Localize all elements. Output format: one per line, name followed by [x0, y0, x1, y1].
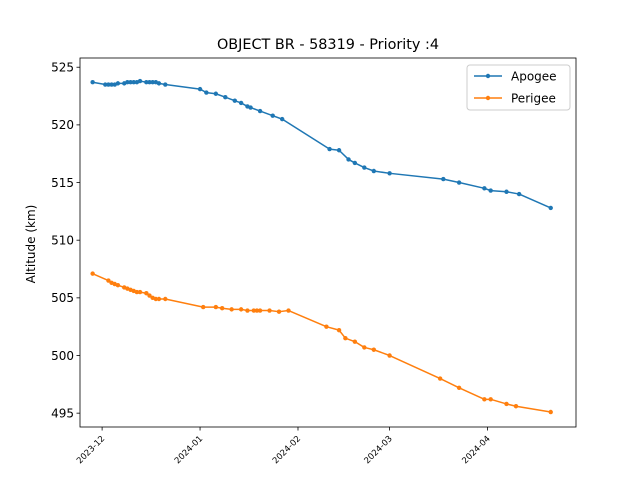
data-point-apogee-31 — [346, 157, 351, 162]
data-point-apogee-21 — [223, 95, 228, 100]
data-point-apogee-17 — [163, 82, 168, 87]
y-tick-label: 510 — [51, 233, 74, 247]
data-point-perigee-0 — [90, 271, 95, 276]
data-point-perigee-1 — [106, 278, 111, 283]
chart-title: OBJECT BR - 58319 - Priority :4 — [217, 37, 439, 53]
y-tick-label: 520 — [51, 118, 74, 132]
legend-label-perigee: Perigee — [511, 91, 556, 105]
data-point-perigee-34 — [371, 347, 377, 352]
data-point-apogee-19 — [204, 90, 209, 95]
data-point-perigee-19 — [219, 306, 225, 311]
data-point-apogee-26 — [257, 108, 263, 114]
data-point-perigee-27 — [276, 309, 282, 314]
data-point-perigee-30 — [336, 327, 342, 333]
data-point-apogee-18 — [197, 86, 203, 92]
data-point-perigee-37 — [456, 385, 462, 390]
data-point-perigee-12 — [147, 293, 152, 298]
data-point-perigee-40 — [504, 401, 509, 407]
data-point-perigee-31 — [343, 336, 348, 341]
data-point-perigee-14 — [153, 296, 159, 302]
y-tick-label: 515 — [51, 176, 74, 190]
y-tick-label: 495 — [51, 406, 74, 420]
data-point-perigee-18 — [213, 304, 219, 310]
data-point-perigee-15 — [156, 296, 162, 302]
data-point-apogee-30 — [336, 148, 342, 153]
data-point-apogee-1 — [103, 82, 108, 87]
data-point-perigee-42 — [548, 409, 553, 415]
data-point-apogee-16 — [156, 81, 162, 86]
legend-marker-perigee — [485, 95, 491, 101]
data-point-apogee-36 — [441, 176, 446, 182]
data-point-apogee-12 — [144, 80, 149, 85]
data-point-apogee-23 — [238, 100, 244, 106]
data-point-perigee-36 — [437, 376, 443, 381]
legend: Apogee Perigee — [466, 64, 571, 111]
data-point-perigee-20 — [229, 307, 234, 312]
data-point-apogee-41 — [516, 191, 522, 197]
data-point-apogee-37 — [456, 180, 462, 185]
data-point-apogee-38 — [482, 186, 487, 191]
data-point-apogee-35 — [387, 171, 392, 176]
y-tick-label: 500 — [51, 349, 74, 363]
data-point-apogee-7 — [125, 80, 130, 85]
data-point-apogee-22 — [232, 98, 237, 103]
data-point-apogee-34 — [371, 168, 377, 174]
data-point-apogee-29 — [327, 146, 332, 152]
data-point-perigee-32 — [352, 339, 358, 344]
data-point-perigee-33 — [362, 345, 367, 350]
data-point-apogee-20 — [213, 91, 219, 96]
y-tick-label: 505 — [51, 291, 74, 305]
data-point-apogee-32 — [352, 160, 358, 166]
data-point-apogee-0 — [90, 80, 95, 85]
data-point-apogee-8 — [128, 80, 133, 85]
data-point-apogee-14 — [150, 80, 155, 85]
data-point-perigee-11 — [144, 291, 149, 296]
data-point-perigee-10 — [137, 289, 143, 295]
data-point-perigee-9 — [134, 289, 140, 295]
data-point-perigee-23 — [251, 308, 256, 313]
data-point-apogee-28 — [279, 116, 285, 122]
data-point-perigee-29 — [324, 324, 329, 329]
data-point-apogee-40 — [504, 189, 509, 194]
data-point-apogee-27 — [270, 113, 275, 118]
data-point-perigee-17 — [201, 304, 206, 310]
plot-area — [90, 78, 553, 415]
y-axis-label: Altitude (km) — [24, 205, 38, 284]
data-point-apogee-33 — [362, 165, 367, 170]
data-point-perigee-38 — [482, 397, 487, 402]
data-point-apogee-11 — [137, 78, 143, 84]
data-point-perigee-16 — [163, 296, 168, 302]
data-point-perigee-21 — [238, 307, 244, 312]
data-point-perigee-4 — [115, 282, 121, 288]
data-point-perigee-28 — [286, 308, 291, 313]
y-tick-label: 525 — [51, 61, 74, 75]
data-point-apogee-13 — [147, 80, 152, 85]
data-point-perigee-24 — [254, 308, 260, 313]
data-point-apogee-39 — [488, 188, 493, 193]
axes-frame — [79, 57, 577, 428]
data-point-apogee-42 — [548, 205, 553, 211]
data-point-apogee-3 — [109, 82, 114, 87]
data-point-perigee-25 — [257, 308, 263, 313]
legend-marker-apogee — [485, 73, 491, 79]
data-point-perigee-35 — [387, 353, 392, 358]
data-point-perigee-22 — [245, 308, 250, 313]
data-point-perigee-26 — [267, 308, 272, 313]
data-point-perigee-41 — [513, 404, 519, 409]
data-point-apogee-5 — [115, 81, 121, 86]
data-point-perigee-39 — [488, 397, 493, 402]
data-point-apogee-25 — [248, 105, 253, 110]
data-point-apogee-2 — [106, 82, 111, 87]
legend-label-apogee: Apogee — [511, 69, 557, 83]
data-point-apogee-9 — [131, 80, 136, 85]
